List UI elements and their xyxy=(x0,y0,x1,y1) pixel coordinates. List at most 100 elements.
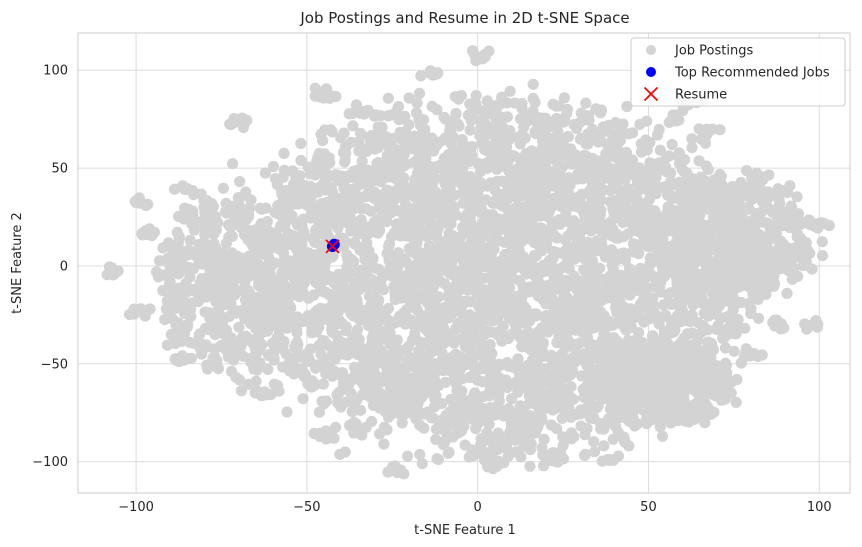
job-posting-point xyxy=(177,331,190,343)
job-posting-point xyxy=(362,316,374,328)
job-posting-point xyxy=(493,358,505,370)
job-posting-point xyxy=(615,251,627,263)
job-posting-point xyxy=(449,402,461,414)
job-posting-point xyxy=(330,318,342,330)
job-posting-point xyxy=(313,210,326,222)
job-posting-point xyxy=(353,136,365,148)
job-posting-point xyxy=(296,244,309,256)
job-posting-point xyxy=(508,262,520,275)
job-posting-point xyxy=(595,104,608,116)
job-posting-point xyxy=(254,202,266,214)
job-posting-point xyxy=(237,331,249,343)
job-posting-point xyxy=(181,320,193,332)
job-posting-point xyxy=(527,78,539,90)
job-posting-point xyxy=(459,213,471,225)
job-posting-point xyxy=(584,199,596,211)
job-posting-point xyxy=(624,416,636,428)
job-posting-point xyxy=(651,336,664,348)
job-posting-point xyxy=(451,118,464,130)
job-posting-point xyxy=(327,295,339,307)
job-posting-point xyxy=(366,292,378,304)
job-posting-point xyxy=(252,341,264,353)
job-posting-point xyxy=(517,232,529,244)
job-posting-point xyxy=(483,355,495,367)
job-posting-point xyxy=(663,266,675,278)
job-posting-point xyxy=(332,222,344,234)
job-posting-point xyxy=(633,327,645,339)
job-posting-point xyxy=(551,319,564,331)
job-posting-point xyxy=(541,233,554,245)
job-posting-point xyxy=(462,312,475,324)
job-posting-point xyxy=(324,170,336,182)
job-posting-point xyxy=(702,342,714,354)
job-posting-point xyxy=(503,403,515,415)
job-posting-point xyxy=(709,284,721,296)
job-posting-point xyxy=(678,375,690,387)
job-posting-point xyxy=(522,367,535,379)
job-posting-point xyxy=(442,291,454,303)
job-posting-point xyxy=(456,222,469,234)
job-posting-point xyxy=(459,439,471,451)
job-posting-point xyxy=(189,249,201,261)
job-posting-point xyxy=(544,144,556,156)
job-posting-point xyxy=(687,272,699,284)
job-posting-point xyxy=(354,127,367,139)
job-posting-point xyxy=(492,154,504,166)
job-posting-point xyxy=(228,346,240,358)
job-posting-point xyxy=(567,365,579,377)
job-posting-point xyxy=(335,132,347,144)
job-posting-point xyxy=(570,158,582,170)
job-posting-point xyxy=(229,214,241,226)
job-posting-point xyxy=(638,231,650,243)
job-posting-point xyxy=(445,138,457,150)
job-posting-point xyxy=(382,302,395,314)
job-posting-point xyxy=(573,300,585,313)
job-posting-point xyxy=(547,375,559,387)
job-posting-point xyxy=(503,165,515,177)
job-posting-point xyxy=(450,108,462,120)
job-posting-point xyxy=(449,271,461,283)
job-posting-point xyxy=(459,394,471,407)
job-posting-point xyxy=(688,182,700,195)
job-posting-point xyxy=(477,123,489,135)
job-posting-point xyxy=(655,212,668,224)
job-posting-point xyxy=(483,418,495,430)
job-posting-point xyxy=(540,184,552,196)
job-posting-point xyxy=(678,314,690,327)
job-posting-point xyxy=(369,143,381,155)
job-posting-point xyxy=(399,126,411,138)
job-posting-point xyxy=(653,123,665,136)
job-posting-point xyxy=(494,98,506,110)
job-posting-point xyxy=(474,233,486,245)
job-posting-point xyxy=(415,289,428,301)
job-posting-point xyxy=(444,430,456,442)
job-posting-point xyxy=(666,193,678,205)
job-posting-point xyxy=(349,369,361,381)
job-posting-point xyxy=(173,210,185,223)
job-posting-point xyxy=(583,110,595,122)
job-posting-point xyxy=(172,238,184,250)
job-posting-point xyxy=(269,316,281,328)
job-posting-point xyxy=(640,134,652,146)
job-posting-point xyxy=(516,97,528,110)
job-posting-point xyxy=(342,253,354,265)
job-posting-point xyxy=(522,209,534,221)
job-posting-point xyxy=(208,238,220,250)
job-posting-point xyxy=(266,286,278,298)
job-posting-point xyxy=(468,223,480,235)
job-posting-point xyxy=(457,197,469,209)
job-posting-point xyxy=(599,155,611,167)
job-posting-point xyxy=(436,253,449,265)
job-posting-point xyxy=(188,224,200,236)
job-posting-point xyxy=(736,202,748,214)
job-posting-point xyxy=(634,262,646,274)
job-posting-point xyxy=(370,279,382,291)
job-posting-point xyxy=(776,256,788,268)
job-posting-point xyxy=(538,363,550,375)
job-posting-point xyxy=(543,254,556,266)
job-posting-point xyxy=(581,407,593,419)
job-posting-point xyxy=(586,255,599,267)
job-posting-point xyxy=(427,304,439,317)
job-posting-point xyxy=(778,185,790,197)
job-posting-point xyxy=(650,226,662,238)
